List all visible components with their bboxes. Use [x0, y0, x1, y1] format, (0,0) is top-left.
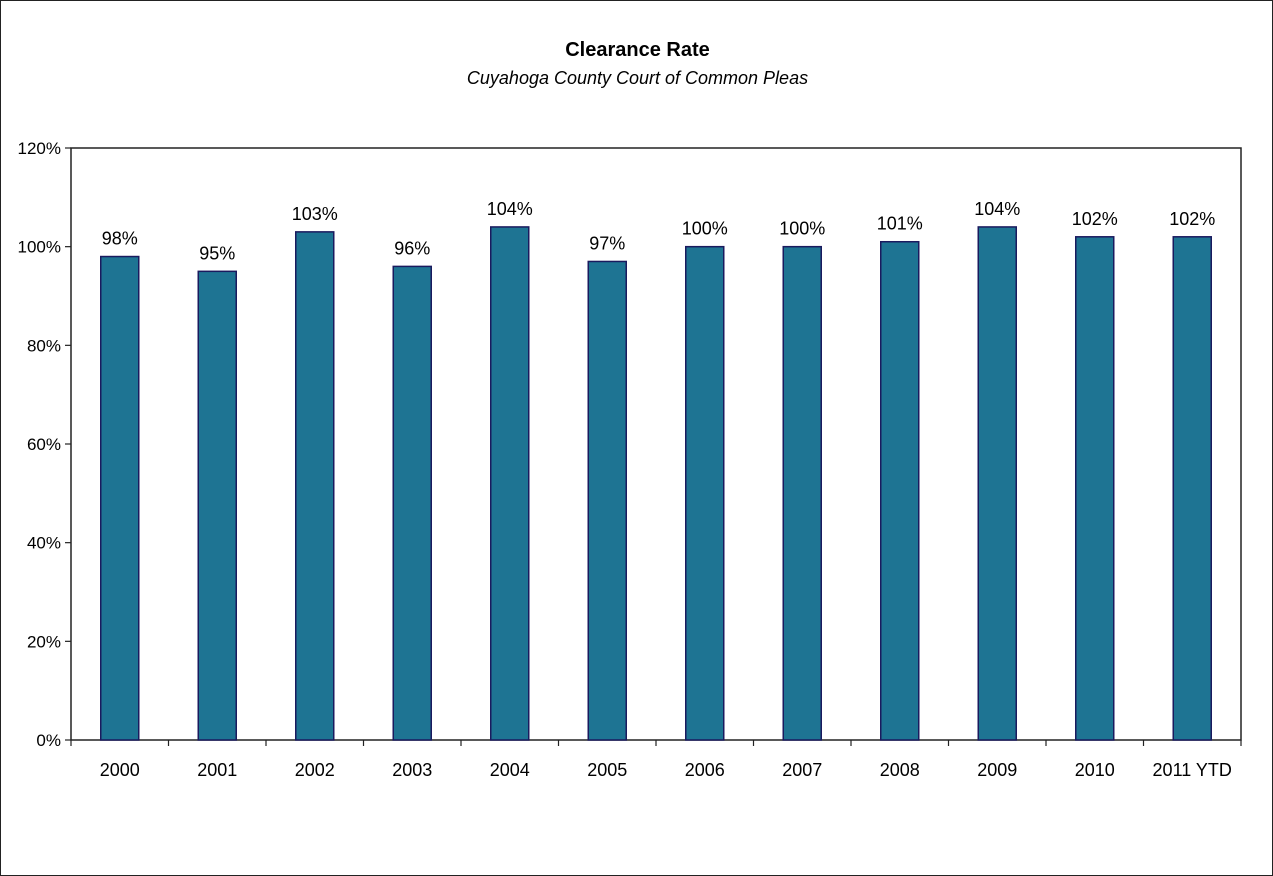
data-label: 104% [487, 199, 533, 219]
y-tick-label: 120% [18, 139, 61, 158]
data-label: 100% [682, 219, 728, 239]
bar [392, 265, 432, 741]
bar [100, 255, 140, 741]
y-tick-label: 20% [27, 632, 61, 651]
y-tick-label: 80% [27, 336, 61, 355]
data-label: 97% [589, 233, 625, 253]
data-label: 101% [877, 214, 923, 234]
x-tick-label: 2009 [977, 760, 1017, 780]
data-label: 103% [292, 204, 338, 224]
x-tick-label: 2006 [685, 760, 725, 780]
plot-area-frame [70, 147, 1242, 741]
data-label: 96% [394, 238, 430, 258]
x-tick-label: 2002 [295, 760, 335, 780]
x-tick-label: 2011 YTD [1153, 760, 1232, 780]
x-tick-label: 2004 [490, 760, 530, 780]
x-tick-label: 2008 [880, 760, 920, 780]
bar [685, 245, 725, 741]
y-tick-label: 60% [27, 435, 61, 454]
x-tick-label: 2007 [782, 760, 822, 780]
x-tick-label: 2010 [1075, 760, 1115, 780]
chart-subtitle: Cuyahoga County Court of Common Pleas [466, 68, 809, 88]
bar [295, 231, 335, 741]
data-label: 102% [1169, 209, 1215, 229]
bar [197, 270, 237, 741]
chart-title: Clearance Rate [565, 39, 710, 61]
data-label: 98% [102, 229, 138, 249]
bar [977, 226, 1017, 741]
x-tick-label: 2005 [587, 760, 627, 780]
bar [880, 240, 920, 741]
bar [782, 245, 822, 741]
bar [1172, 236, 1212, 741]
data-label: 104% [974, 199, 1020, 219]
bar [490, 226, 530, 741]
y-tick-label: 40% [27, 534, 61, 553]
y-tick-label: 100% [18, 238, 61, 257]
data-label: 95% [199, 243, 235, 263]
bar [587, 260, 627, 741]
x-tick-label: 2001 [197, 760, 237, 780]
data-label: 100% [779, 219, 825, 239]
x-tick-label: 2000 [100, 760, 140, 780]
x-tick-label: 2003 [392, 760, 432, 780]
y-tick-label: 0% [36, 731, 61, 750]
data-label: 102% [1072, 209, 1118, 229]
bar [1075, 236, 1115, 741]
